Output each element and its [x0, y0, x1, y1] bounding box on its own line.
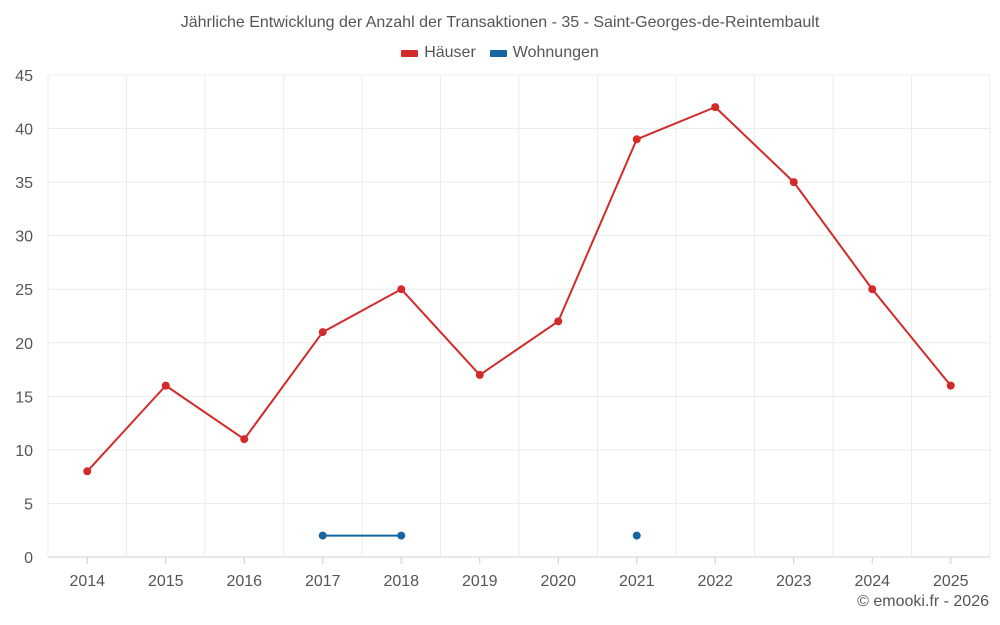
data-point-wohnungen[interactable] — [318, 531, 327, 540]
legend-label-haeuser: Häuser — [424, 44, 476, 61]
y-tick-label: 0 — [24, 550, 33, 567]
x-tick-label: 2017 — [305, 573, 341, 590]
data-point-haeuser[interactable] — [868, 285, 877, 294]
data-point-haeuser[interactable] — [83, 467, 92, 476]
data-point-wohnungen[interactable] — [397, 531, 406, 540]
x-tick-label: 2024 — [854, 573, 890, 590]
x-tick-label: 2022 — [697, 573, 733, 590]
data-point-haeuser[interactable] — [475, 370, 484, 379]
data-point-haeuser[interactable] — [711, 103, 720, 112]
x-tick-label: 2019 — [462, 573, 498, 590]
x-tick-label: 2015 — [148, 573, 184, 590]
x-tick-label: 2020 — [540, 573, 576, 590]
x-tick-label: 2014 — [69, 573, 105, 590]
data-point-haeuser[interactable] — [397, 285, 406, 294]
legend-swatch-wohnungen — [489, 49, 507, 57]
data-point-haeuser[interactable] — [789, 178, 798, 187]
y-tick-label: 10 — [15, 443, 33, 460]
series-line-haeuser — [86, 106, 952, 472]
credit-text: © emooki.fr - 2026 — [857, 593, 989, 610]
grid — [47, 74, 991, 558]
y-tick-label: 5 — [24, 496, 33, 513]
legend-item-wohnungen[interactable]: Wohnungen — [489, 44, 599, 62]
y-tick-label: 15 — [15, 389, 33, 406]
data-point-haeuser[interactable] — [318, 328, 327, 337]
data-point-haeuser[interactable] — [240, 435, 249, 444]
y-tick-label: 30 — [15, 229, 33, 246]
data-point-haeuser[interactable] — [946, 381, 955, 390]
x-tick-label: 2018 — [383, 573, 419, 590]
y-tick-label: 20 — [15, 336, 33, 353]
data-point-haeuser[interactable] — [554, 317, 563, 326]
legend-label-wohnungen: Wohnungen — [512, 44, 599, 61]
data-point-wohnungen[interactable] — [632, 531, 641, 540]
y-tick-label: 35 — [15, 175, 33, 192]
data-point-haeuser[interactable] — [632, 135, 641, 144]
legend-item-haeuser[interactable]: Häuser — [401, 44, 476, 62]
chart-title: Jährliche Entwicklung der Anzahl der Tra… — [180, 14, 820, 31]
legend-swatch-haeuser — [401, 49, 419, 57]
x-tick-label: 2025 — [933, 573, 969, 590]
x-tick-label: 2023 — [776, 573, 812, 590]
legend: Häuser Wohnungen — [0, 44, 1000, 62]
y-tick-label: 40 — [15, 122, 33, 139]
y-tick-label: 25 — [15, 282, 33, 299]
x-tick-label: 2021 — [619, 573, 655, 590]
x-tick-label: 2016 — [226, 573, 262, 590]
data-point-haeuser[interactable] — [161, 381, 170, 390]
series — [83, 103, 955, 540]
y-tick-label: 45 — [15, 68, 33, 85]
